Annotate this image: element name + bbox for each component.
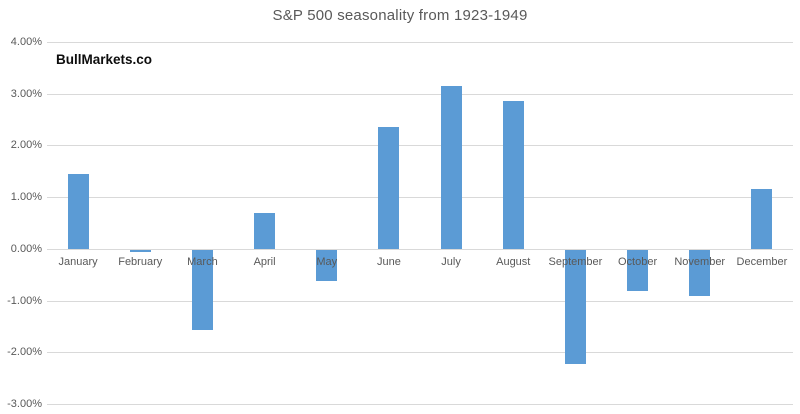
y-axis-tick-label: 3.00%	[10, 87, 42, 100]
gridline	[47, 42, 793, 43]
plot-area: January February March April May June July Augu…	[47, 42, 793, 405]
y-axis: 4.00% 3.00% 2.00% 1.00% 0.00% -1.00% -2.00% -3.…	[0, 36, 42, 410]
bar-november	[689, 249, 711, 297]
bar-august	[502, 101, 524, 249]
gridline	[47, 197, 793, 199]
gridline	[47, 404, 793, 405]
bars-layer	[47, 42, 793, 405]
x-axis-label-february: February	[118, 255, 163, 268]
y-axis-tick-label: 4.00%	[10, 36, 42, 48]
y-axis-tick-label: 1.00%	[10, 191, 42, 204]
x-axis-label-october: October	[618, 255, 658, 268]
gridline	[47, 93, 793, 95]
bar-september	[564, 249, 586, 364]
x-axis-label-may: May	[316, 255, 338, 268]
bar-october	[627, 249, 649, 292]
watermark-text: BullMarkets.co	[56, 52, 153, 67]
x-axis: January February March April May June July Augu…	[47, 256, 793, 270]
x-axis-label-june: June	[376, 255, 401, 268]
x-axis-label-march: March	[187, 255, 218, 268]
bar-march	[191, 249, 213, 330]
x-axis-label-april: April	[253, 255, 276, 268]
gridline	[47, 145, 793, 147]
y-axis-tick-label: 2.00%	[10, 139, 42, 152]
x-axis-label-december: December	[736, 255, 788, 268]
bar-february	[129, 249, 151, 253]
gridline	[47, 352, 793, 354]
bar-december	[751, 189, 773, 249]
y-axis-tick-label: -3.00%	[7, 398, 42, 410]
x-axis-label-august: August	[496, 255, 531, 268]
y-axis-tick-label: -1.00%	[7, 294, 42, 307]
gridline	[47, 300, 793, 302]
bar-may	[316, 249, 338, 281]
x-axis-label-september: September	[548, 255, 603, 268]
x-axis-label-july: July	[441, 255, 461, 268]
bar-april	[254, 212, 276, 249]
bar-july	[440, 85, 462, 249]
bar-june	[378, 127, 400, 249]
chart-title: S&P 500 seasonality from 1923-1949	[272, 7, 528, 24]
x-axis-label-november: November	[674, 255, 726, 268]
y-axis-tick-label: 0.00%	[10, 242, 42, 255]
x-axis-label-january: January	[58, 255, 98, 268]
bar-january	[67, 173, 89, 249]
y-axis-tick-label: -2.00%	[7, 346, 42, 359]
gridline	[47, 248, 793, 250]
